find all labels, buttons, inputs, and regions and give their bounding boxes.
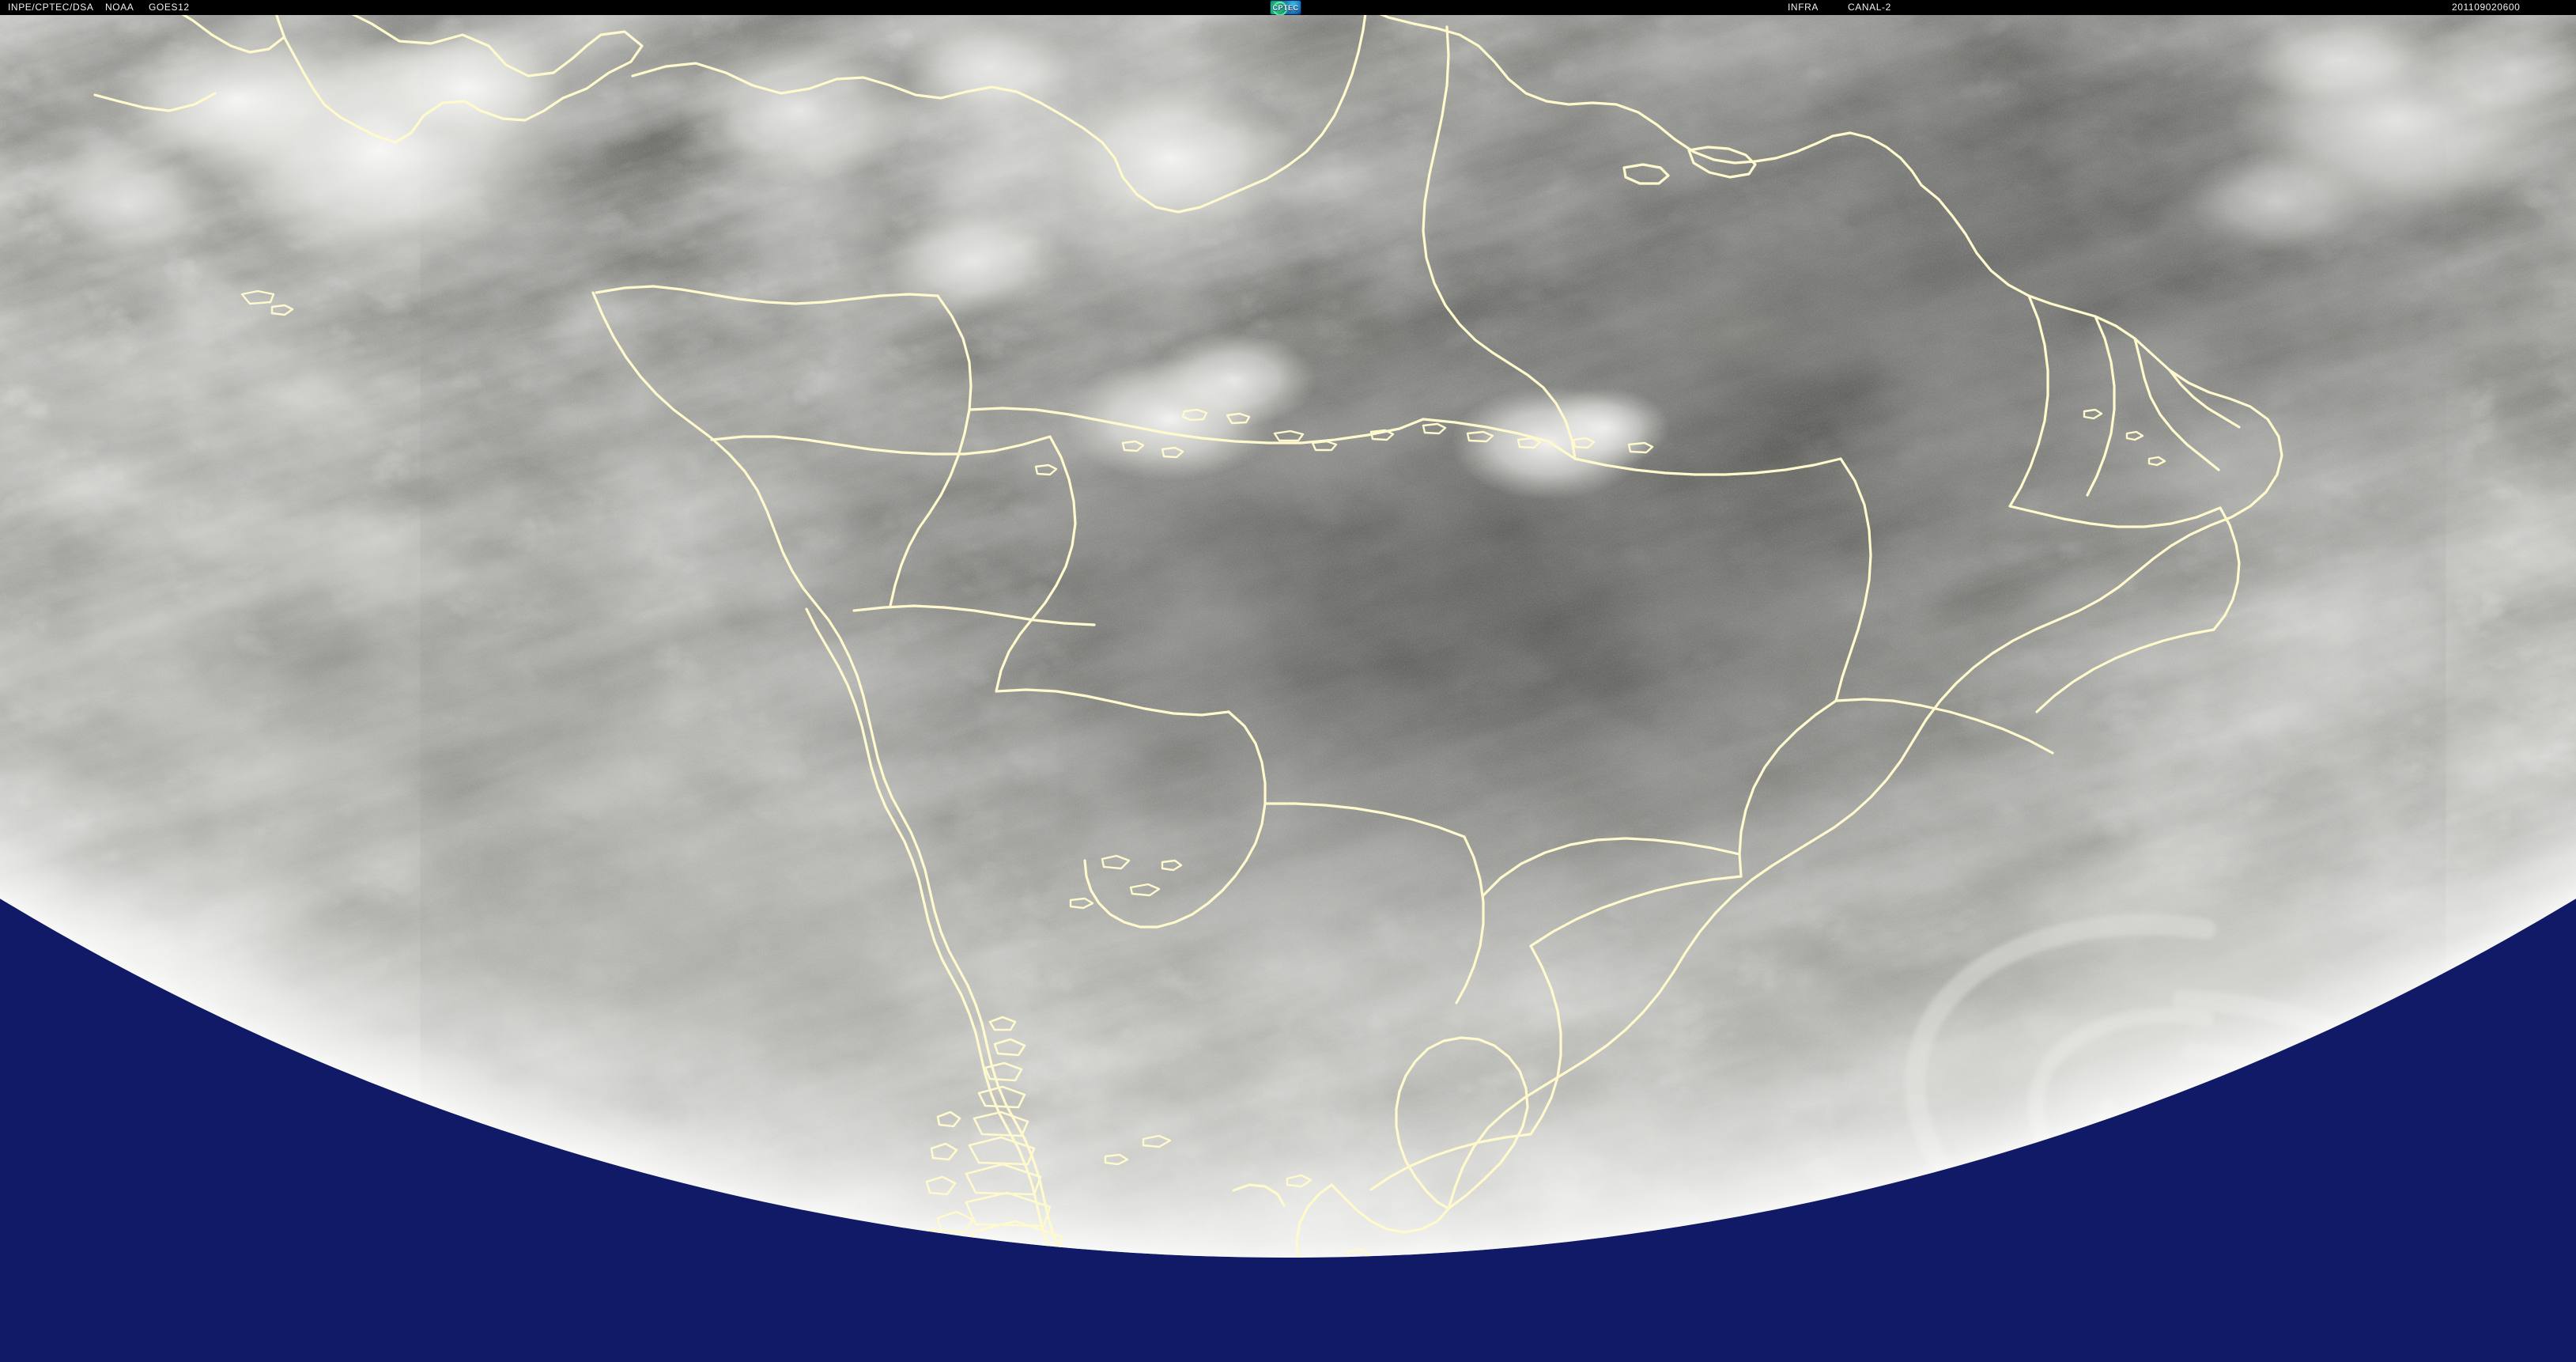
logo-globe-ring-icon [1273,2,1287,15]
cptec-logo-text: CPTEC [1272,3,1299,12]
cptec-logo-icon: CPTEC [1270,0,1301,15]
operator-label: NOAA [105,2,134,13]
channel-label: CANAL-2 [1848,2,1891,13]
agency-label: INPE/CPTEC/DSA [8,2,94,13]
image-header-bar: INPE/CPTEC/DSA NOAA GOES12 CPTEC INFRA C… [0,0,2576,15]
limb-brightening [0,0,2576,1258]
satellite-label: GOES12 [149,2,190,13]
product-label: INFRA [1788,2,1819,13]
coastline-border-overlay [93,3,2283,1258]
timestamp-label: 201109020600 [2452,2,2521,13]
